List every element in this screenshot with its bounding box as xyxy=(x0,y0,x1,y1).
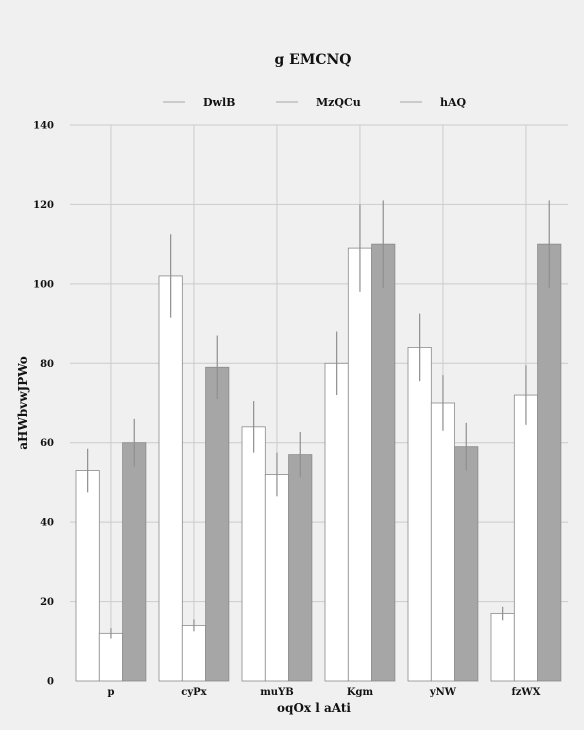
bar-DwlB-muYB xyxy=(241,426,266,682)
x-tick-label: yNW xyxy=(429,687,457,698)
legend-label: MzQCu xyxy=(316,96,361,109)
y-tick-label: 140 xyxy=(33,121,54,132)
bar-MzQCu-p xyxy=(98,632,124,682)
legend: DwlB MzQCu hAQ xyxy=(163,96,467,109)
bar-DwlB-Kgm xyxy=(324,362,349,682)
y-axis-label: aHWbvwJPWo xyxy=(16,356,30,450)
x-tick-label: cyPx xyxy=(181,687,207,698)
bar-hAQ-yNW xyxy=(454,446,479,682)
bar-hAQ-fzWX xyxy=(537,243,562,682)
x-axis-label: oqOx l aAti xyxy=(277,701,351,715)
bar-MzQCu-cyPx xyxy=(181,625,207,682)
x-tick-label: Kgm xyxy=(347,687,374,698)
bar-hAQ-cyPx xyxy=(205,366,230,682)
y-axis: 0 20 40 60 80 100 120 140 xyxy=(33,121,54,688)
y-tick-label: 120 xyxy=(33,200,54,211)
x-tick-label: fzWX xyxy=(511,687,540,698)
x-axis: p cyPx muYB Kgm yNW fzWX xyxy=(107,687,540,698)
y-tick-label: 20 xyxy=(40,597,54,608)
bar-hAQ-p xyxy=(122,442,147,682)
y-tick-label: 100 xyxy=(33,279,54,290)
x-tick-label: muYB xyxy=(260,687,293,698)
x-tick-label: p xyxy=(107,687,114,698)
bar-DwlB-cyPx xyxy=(158,275,183,682)
bar-MzQCu-yNW xyxy=(430,402,455,682)
bar-hAQ-Kgm xyxy=(371,243,396,682)
y-tick-label: 60 xyxy=(40,438,54,449)
bar-MzQCu-fzWX xyxy=(513,394,538,682)
y-tick-label: 80 xyxy=(40,359,54,370)
bar-MzQCu-Kgm xyxy=(347,247,372,682)
y-tick-label: 40 xyxy=(40,518,54,529)
bar-MzQCu-muYB xyxy=(264,474,289,682)
chart-title: g EMCNQ xyxy=(275,52,352,68)
bar-DwlB-p xyxy=(75,470,100,682)
bar-DwlB-yNW xyxy=(407,346,432,682)
legend-label: hAQ xyxy=(440,96,467,109)
bar-hAQ-muYB xyxy=(288,454,313,682)
bar-DwlB-fzWX xyxy=(490,613,515,682)
legend-label: DwlB xyxy=(203,96,235,109)
bars xyxy=(75,200,562,682)
y-tick-label: 0 xyxy=(47,677,54,688)
